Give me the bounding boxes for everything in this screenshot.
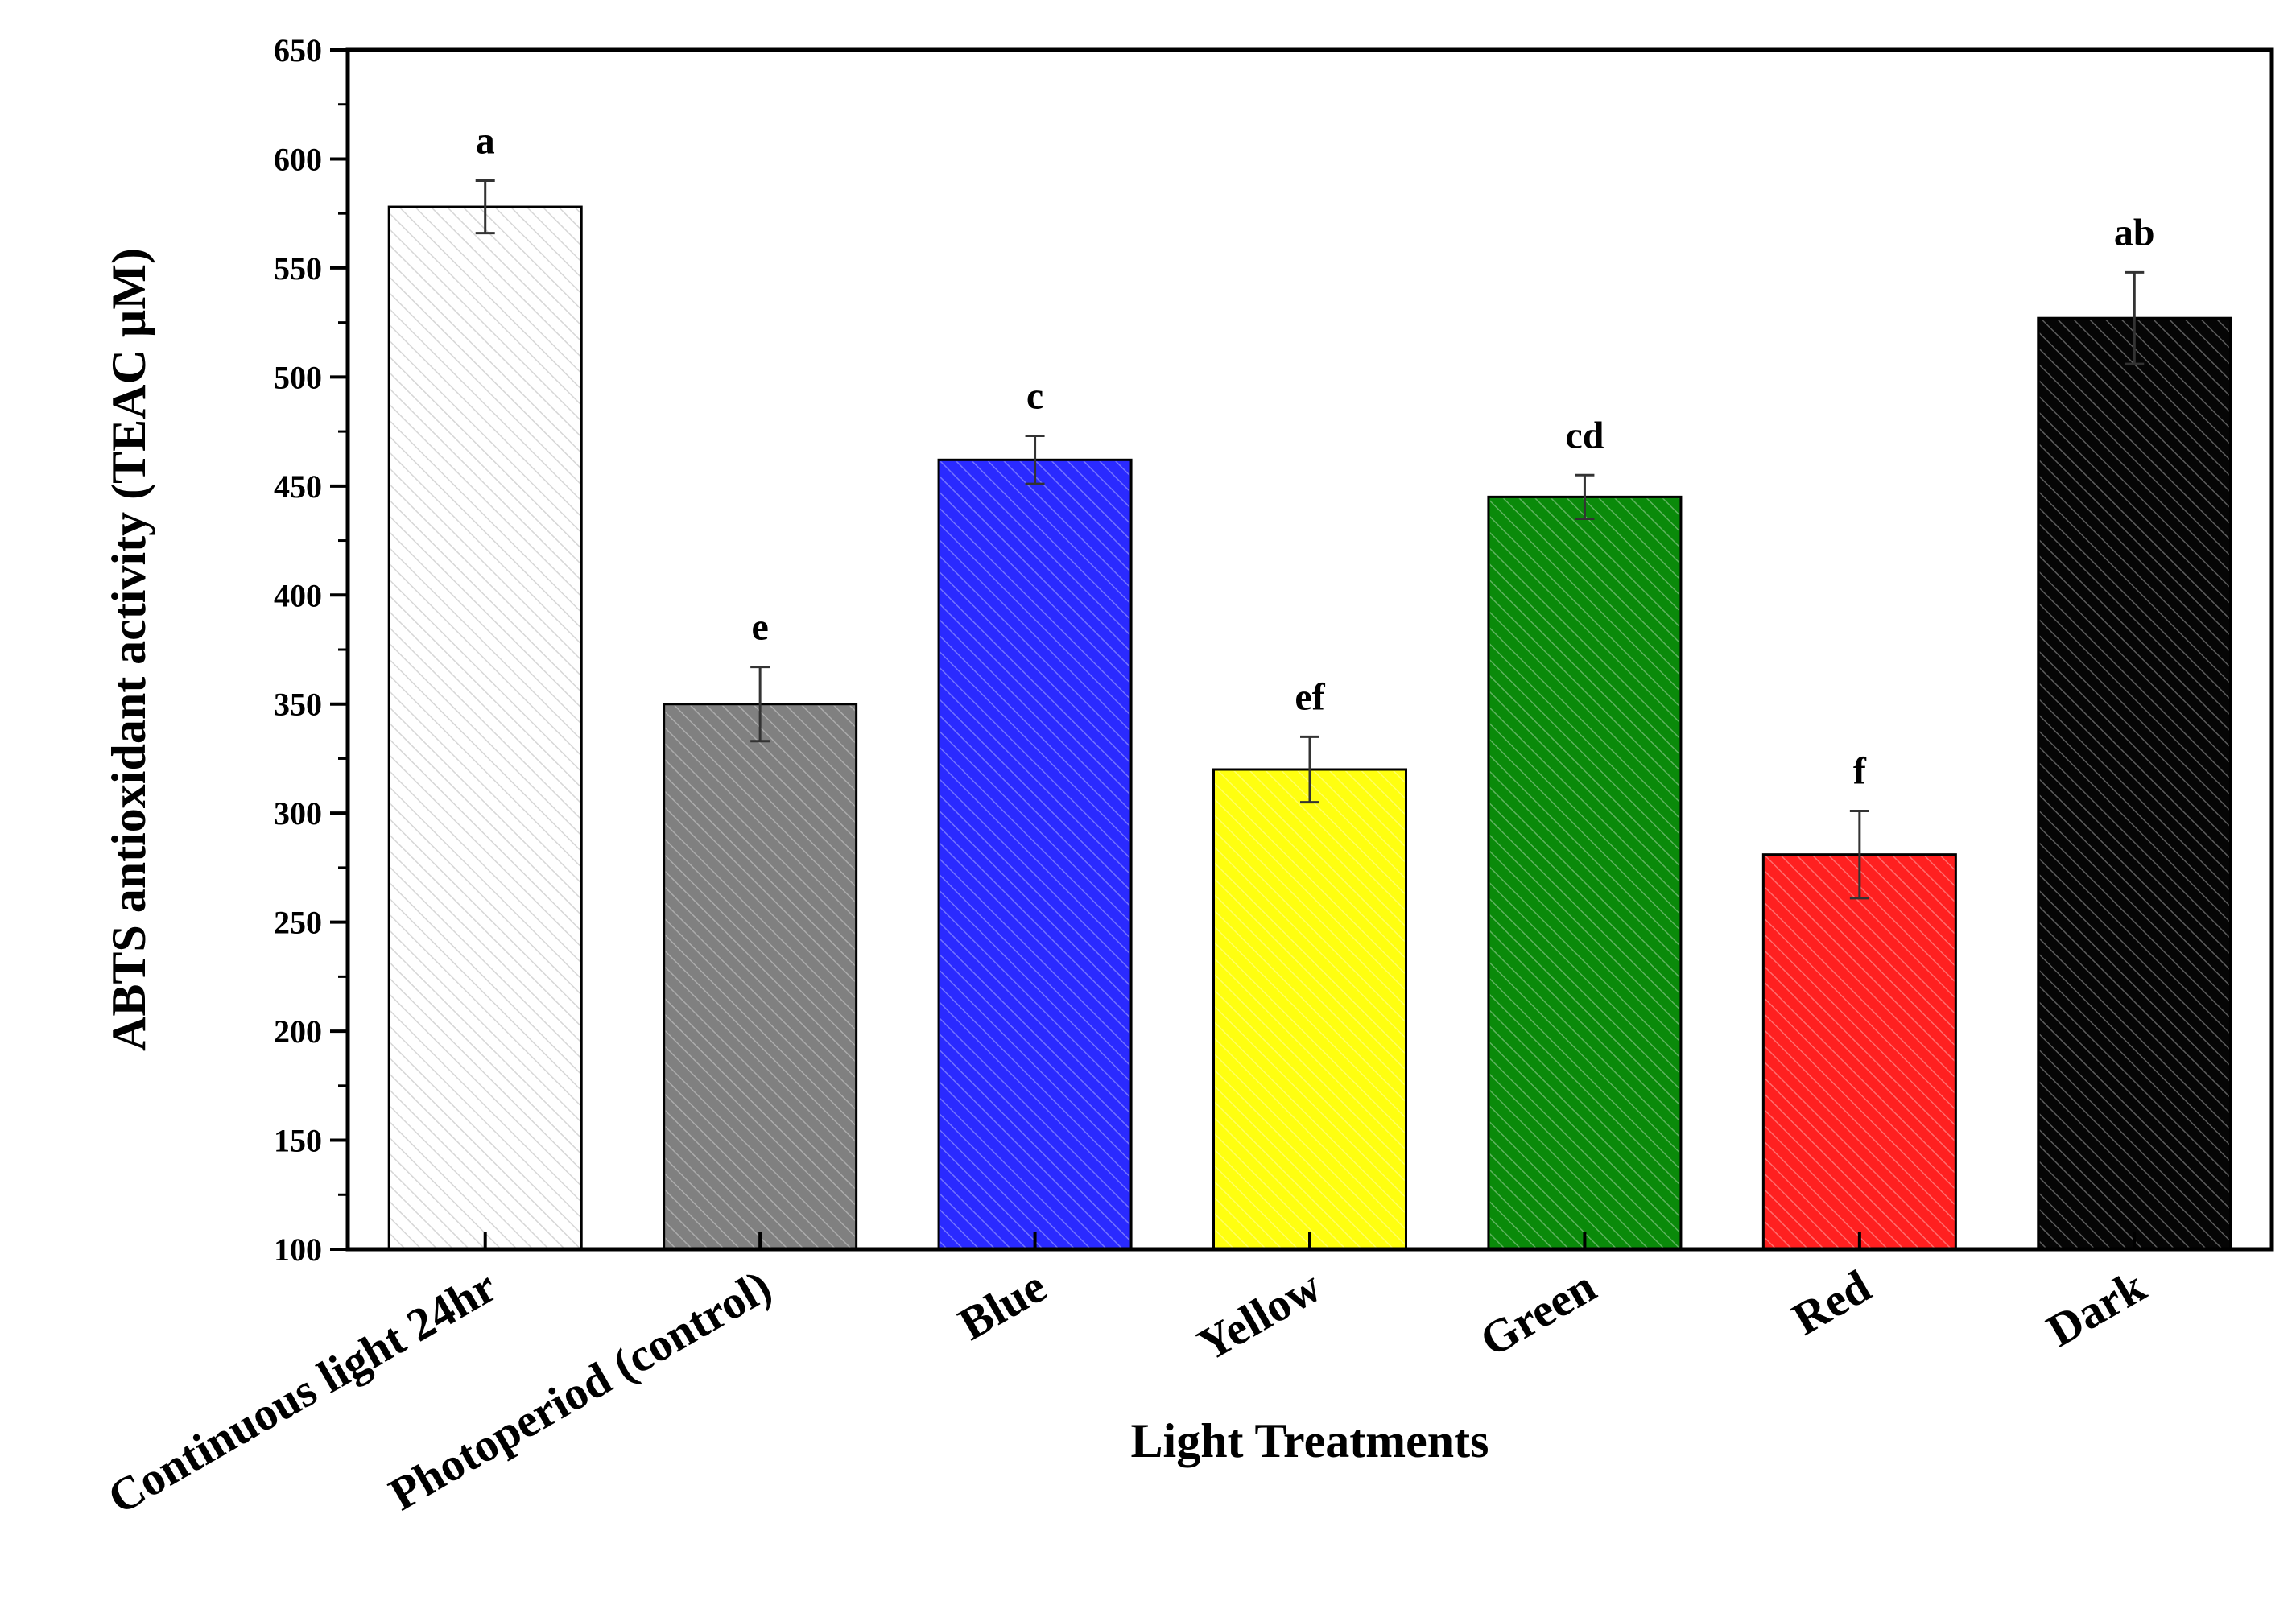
y-tick-label: 500 [274,359,322,395]
bar-hatch-4 [1489,498,1679,1248]
x-axis-title: Light Treatments [1131,1414,1489,1467]
bar-hatch-3 [1215,771,1405,1248]
y-tick-label: 600 [274,141,322,177]
significance-label-2: c [1026,375,1043,418]
x-tick-label-6: Dark [2038,1260,2155,1357]
y-axis-title: ABTS antioxidant activity (TEAC µM) [102,248,155,1051]
bar-hatch-0 [390,208,580,1248]
y-tick-label: 550 [274,250,322,287]
significance-label-0: a [476,120,495,163]
significance-label-6: ab [2114,211,2155,254]
significance-label-3: ef [1295,675,1325,718]
x-tick-label-3: Yellow [1189,1260,1330,1372]
y-tick-label: 400 [274,577,322,613]
plot-area: a e c ef cd f ab [387,120,2232,1251]
bar-hatch-2 [940,461,1130,1248]
y-tick-label: 150 [274,1123,322,1159]
y-tick-label: 200 [274,1013,322,1050]
x-tick-label-2: Blue [950,1260,1055,1351]
y-tick-label: 250 [274,905,322,941]
y-tick-label: 450 [274,468,322,505]
significance-label-4: cd [1565,414,1604,456]
y-tick-label: 650 [274,32,322,68]
y-tick-label: 300 [274,795,322,831]
significance-label-1: e [751,606,768,649]
y-tick-label: 350 [274,687,322,723]
x-tick-label-4: Green [1471,1260,1604,1367]
bar-hatch-5 [1765,856,1955,1248]
bar-hatch-6 [2039,320,2229,1248]
significance-label-5: f [1853,749,1867,792]
bar-hatch-1 [665,705,855,1248]
x-tick-label-5: Red [1783,1260,1879,1345]
y-tick-label: 100 [274,1232,322,1268]
